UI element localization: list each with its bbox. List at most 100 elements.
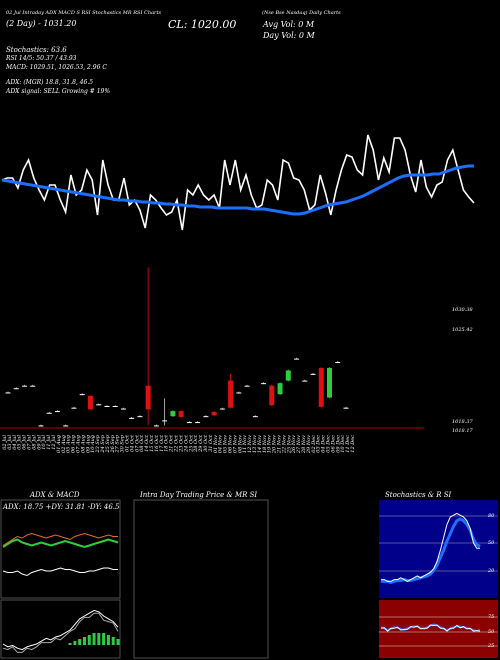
x-tick-label: 07 Jul [27, 435, 33, 450]
x-tick-label: 20 Nov [272, 435, 278, 454]
candle-body [71, 407, 77, 409]
candle-body [79, 394, 85, 396]
x-tick-label: 18 Oct [164, 434, 170, 452]
candle-body [203, 416, 209, 418]
macd-bar [116, 639, 120, 645]
x-tick-label: 17 Oct [159, 434, 165, 452]
candle-body [153, 425, 159, 427]
x-tick-label: 06 Jul [22, 435, 28, 450]
x-tick-label: 10 Aug [90, 435, 96, 453]
candle-body [318, 367, 324, 407]
macd-bar [102, 633, 106, 645]
x-tick-label: 12 Nov [247, 435, 253, 453]
candle-body [13, 388, 19, 390]
moving-average-line [1, 164, 474, 216]
stoch-readout: Stochastics: 63.6 [6, 46, 67, 54]
x-tick-label: 02 Jul [2, 435, 8, 450]
candle-body [244, 385, 250, 387]
x-tick-label: 04 Oct [129, 434, 135, 452]
intraday-panel [133, 499, 269, 659]
x-tick-label: 30 Sep [120, 434, 126, 452]
header-line-1: 02 Jul Intraday ADX MACD S RSI Stochasti… [6, 10, 162, 16]
candle-body [162, 420, 168, 422]
candle-body [96, 404, 102, 406]
x-tick-label: 01 Aug [56, 435, 62, 453]
macd-bar [82, 637, 86, 645]
macd-bar [111, 637, 115, 645]
stoch-panel [379, 500, 498, 598]
candle-body [236, 392, 242, 394]
x-tick-label: 07 Nov [232, 435, 238, 453]
candle-body [186, 422, 192, 424]
x-tick-label: 27 Nov [296, 435, 302, 454]
candle-body [46, 412, 52, 414]
close-label: CL: 1020.00 [168, 18, 237, 31]
avg-vol: Avg Vol: 0 M [263, 20, 315, 29]
x-tick-label: 04 Dec [321, 435, 327, 453]
x-tick-label: 28 Nov [301, 435, 307, 454]
x-tick-label: 11 Nov [242, 435, 248, 453]
macd-bar [73, 641, 77, 645]
x-tick-label: 13 Nov [252, 435, 258, 453]
x-tick-label: 01 Oct [125, 434, 131, 452]
adx-readout: ADX: (MGR) 18.8, 31.8, 46.5 [6, 79, 94, 86]
x-tick-label: 07 Oct [134, 434, 140, 452]
candle-body [112, 406, 118, 407]
stoch-label-20: 20 [488, 568, 495, 574]
x-tick-label: 08 Jul [31, 435, 37, 450]
candles-group [5, 267, 349, 427]
day-vol: Day Vol: 0 M [263, 31, 315, 40]
x-tick-label: 15 Oct [149, 434, 155, 452]
x-tick-label: 10 Dec [340, 435, 346, 453]
x-tick-label: 02 Aug [61, 435, 67, 453]
x-tick-label: 04 Nov [218, 435, 224, 453]
minus-di-line [2, 532, 118, 546]
candle-body [87, 395, 93, 410]
stoch-label-80: 80 [488, 513, 495, 519]
price-line [1, 134, 475, 231]
x-tick-label: 03 Jul [7, 435, 13, 450]
x-tick-label: 05 Dec [325, 435, 331, 453]
x-tick-label: 05 Nov [223, 435, 229, 453]
rsi-label-75: 75 [488, 614, 495, 620]
x-tick-label: 21 Oct [169, 434, 175, 453]
adx-panel-readout: ADX: 18.75 +DY: 31.81 -DY: 46.5 [3, 503, 120, 511]
price-label-2: 1018.37 [452, 419, 473, 425]
x-tick-label: 31 Oct [208, 434, 214, 452]
intraday-title: Intra Day Trading Price & MR SI [140, 491, 258, 499]
candle-body [228, 380, 234, 408]
candle-body [302, 380, 308, 382]
adx-signal: ADX signal: SELL Growing # 19% [6, 88, 111, 95]
candle-body [195, 422, 201, 424]
x-tick-label: 05 Jul [17, 435, 23, 450]
rsi-panel [379, 600, 498, 658]
candle-body [145, 385, 151, 410]
macd-histogram [68, 633, 120, 645]
stoch-title: Stochastics & R SI [385, 491, 452, 499]
x-tick-label: 10 Jul [41, 435, 47, 450]
x-tick-label: 04 Jul [12, 435, 18, 450]
rsi-label-25: 25 [488, 643, 495, 649]
x-tick-label: 23 Oct [178, 434, 184, 453]
macd-signal-line [2, 612, 119, 653]
macd-bar [97, 633, 101, 645]
candle-body [327, 367, 333, 398]
x-tick-label: 06 Aug [71, 435, 77, 453]
stoch-k-line [381, 512, 480, 582]
x-tick-label: 18 Nov [262, 435, 268, 453]
plus-di-line [2, 538, 119, 549]
candle-body [211, 411, 217, 416]
x-tick-label: 11 Jul [46, 435, 52, 450]
macd-readout: MACD: 1029.51, 1026.53, 2.96 C [6, 64, 107, 71]
x-tick-label: 14 Oct [144, 434, 150, 452]
candle-body [252, 416, 258, 418]
adx-macd-title: ADX & MACD [30, 491, 80, 499]
x-tick-label: 26 Nov [291, 435, 297, 454]
macd-bar [92, 633, 96, 645]
macd-panel [0, 599, 121, 659]
candle-body [54, 411, 60, 413]
candle-body [277, 383, 283, 395]
x-tick-label: 12 Dec [350, 435, 356, 453]
